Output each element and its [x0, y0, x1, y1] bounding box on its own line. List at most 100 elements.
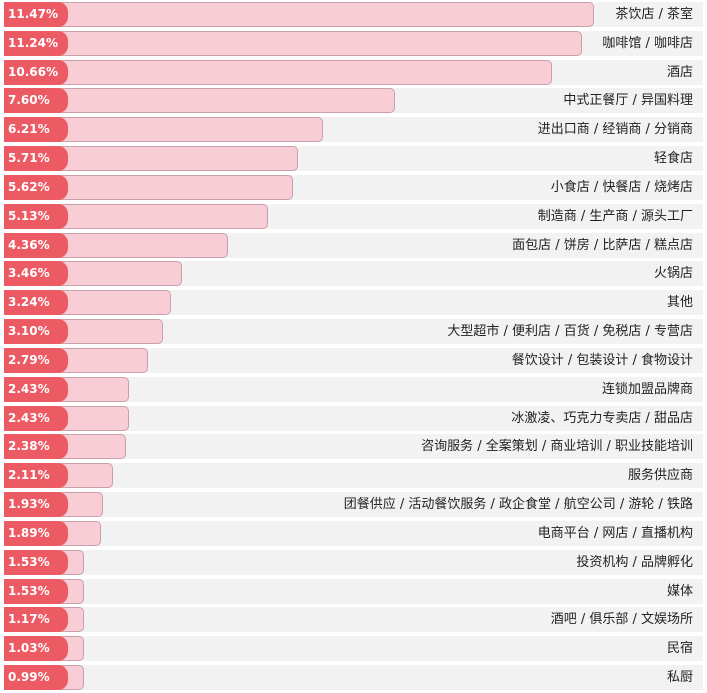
bar-row: 2.43% 冰激凌、巧克力专卖店 / 甜品店: [4, 405, 703, 431]
value-badge: [4, 578, 68, 604]
category-label: 餐饮设计 / 包装设计 / 食物设计: [511, 352, 693, 368]
value-badge: [4, 347, 68, 373]
category-label: 中式正餐厅 / 异国料理: [563, 93, 693, 109]
bar-row: 5.71% 轻食店: [4, 146, 703, 172]
data-label: 6.21%: [8, 122, 50, 137]
bar-row: 3.10% 大型超市 / 便利店 / 百货 / 免税店 / 专营店: [4, 319, 703, 345]
bar-row: 1.03% 民宿: [4, 636, 703, 662]
bar-row: 1.93% 团餐供应 / 活动餐饮服务 / 政企食堂 / 航空公司 / 游轮 / …: [4, 492, 703, 518]
value-badge: [4, 117, 68, 143]
bar-row: 0.99% 私厨: [4, 665, 703, 691]
data-label: 11.47%: [8, 7, 58, 21]
bar-row: 1.89% 电商平台 / 网店 / 直播机构: [4, 520, 703, 546]
value-badge: [4, 2, 68, 27]
category-label: 连锁加盟品牌商: [601, 381, 693, 397]
bar-row: 6.21% 进出口商 / 经销商 / 分销商: [4, 117, 703, 143]
category-label: 火锅店: [653, 266, 693, 282]
category-label: 酒店: [666, 64, 693, 80]
bar: [4, 30, 583, 56]
data-label: 2.43%: [8, 381, 50, 396]
bar-row: 10.66% 酒店: [4, 59, 703, 85]
bar-row: 1.53% 投资机构 / 品牌孵化: [4, 549, 703, 575]
value-badge: [4, 492, 68, 518]
data-label: 1.53%: [8, 554, 50, 569]
category-label: 冰激凌、巧克力专卖店 / 甜品店: [511, 410, 693, 426]
bar-row: 2.43% 连锁加盟品牌商: [4, 376, 703, 402]
category-label: 茶饮店 / 茶室: [615, 7, 693, 22]
category-label: 私厨: [666, 670, 693, 686]
data-label: 5.62%: [8, 179, 50, 194]
bar-row: 3.46% 火锅店: [4, 261, 703, 287]
value-badge: [4, 88, 68, 114]
value-badge: [4, 290, 68, 316]
data-label: 5.71%: [8, 151, 50, 166]
data-label: 7.60%: [8, 93, 50, 108]
bar-row: 1.17% 酒吧 / 俱乐部 / 文娱场所: [4, 607, 703, 633]
data-label: 1.93%: [8, 497, 50, 512]
bar: [4, 88, 395, 114]
bar: [4, 2, 594, 27]
data-label: 3.46%: [8, 266, 50, 281]
category-label: 咖啡馆 / 咖啡店: [602, 35, 693, 51]
value-badge: [4, 405, 68, 431]
bar-row: 2.38% 咨询服务 / 全案策划 / 商业培训 / 职业技能培训: [4, 434, 703, 460]
category-label: 媒体: [666, 583, 693, 599]
data-label: 10.66%: [8, 64, 58, 79]
category-label: 投资机构 / 品牌孵化: [576, 554, 693, 570]
category-label: 制造商 / 生产商 / 源头工厂: [537, 208, 693, 224]
category-label: 面包店 / 饼房 / 比萨店 / 糕点店: [512, 237, 693, 253]
data-label: 11.24%: [8, 35, 58, 50]
value-badge: [4, 665, 68, 691]
data-label: 2.79%: [8, 352, 50, 367]
bar: [4, 59, 553, 85]
value-badge: [4, 463, 68, 489]
data-label: 1.89%: [8, 525, 50, 540]
category-label: 电商平台 / 网店 / 直播机构: [537, 525, 693, 541]
category-label: 小食店 / 快餐店 / 烧烤店: [550, 179, 693, 195]
value-badge: [4, 607, 68, 633]
bar-row: 1.53% 媒体: [4, 578, 703, 604]
category-label: 其他: [666, 295, 693, 311]
value-badge: [4, 146, 68, 172]
category-label: 咨询服务 / 全案策划 / 商业培训 / 职业技能培训: [421, 439, 693, 455]
bar-row: 2.79% 餐饮设计 / 包装设计 / 食物设计: [4, 347, 703, 373]
bar-row: 2.11% 服务供应商: [4, 463, 703, 489]
data-label: 1.03%: [8, 641, 50, 656]
value-badge: [4, 30, 68, 56]
bar-row: 5.13% 制造商 / 生产商 / 源头工厂: [4, 203, 703, 229]
data-label: 2.43%: [8, 410, 50, 425]
value-badge: [4, 319, 68, 345]
data-label: 5.13%: [8, 208, 50, 223]
value-badge: [4, 376, 68, 402]
value-badge: [4, 261, 68, 287]
category-label: 轻食店: [653, 151, 693, 167]
value-badge: [4, 59, 68, 85]
bar-row: 11.24% 咖啡馆 / 咖啡店: [4, 30, 703, 56]
value-badge: [4, 434, 68, 460]
data-label: 3.10%: [8, 324, 50, 339]
bar-row: 11.47% 茶饮店 / 茶室: [4, 2, 703, 27]
data-label: 2.38%: [8, 439, 50, 454]
data-label: 1.53%: [8, 583, 50, 598]
value-badge: [4, 636, 68, 662]
category-label: 大型超市 / 便利店 / 百货 / 免税店 / 专营店: [447, 324, 693, 340]
value-badge: [4, 520, 68, 546]
value-badge: [4, 232, 68, 258]
value-badge: [4, 549, 68, 575]
bar-row: 5.62% 小食店 / 快餐店 / 烧烤店: [4, 174, 703, 200]
data-label: 3.24%: [8, 295, 50, 310]
data-label: 2.11%: [8, 468, 50, 483]
data-label: 1.17%: [8, 612, 50, 627]
data-label: 0.99%: [8, 670, 50, 685]
category-label: 服务供应商: [627, 468, 693, 484]
value-badge: [4, 174, 68, 200]
category-label: 酒吧 / 俱乐部 / 文娱场所: [550, 612, 693, 628]
bar-row: 7.60% 中式正餐厅 / 异国料理: [4, 88, 703, 114]
category-label: 民宿: [666, 641, 693, 657]
category-label: 团餐供应 / 活动餐饮服务 / 政企食堂 / 航空公司 / 游轮 / 铁路: [343, 497, 693, 513]
data-label: 4.36%: [8, 237, 50, 252]
bar-row: 3.24% 其他: [4, 290, 703, 316]
value-badge: [4, 203, 68, 229]
bar-row: 4.36% 面包店 / 饼房 / 比萨店 / 糕点店: [4, 232, 703, 258]
